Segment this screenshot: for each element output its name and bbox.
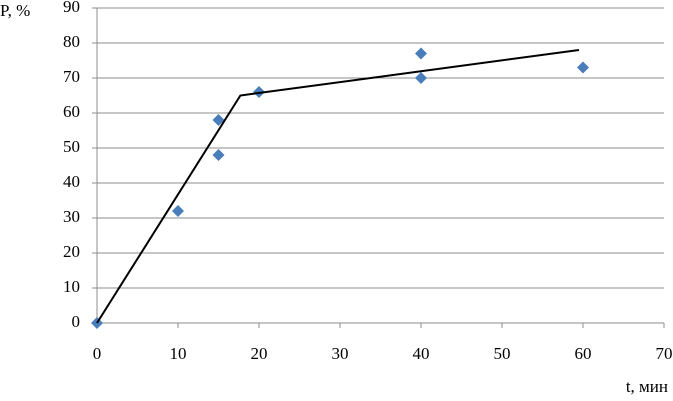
trend-line [96,49,580,324]
y-tick-label: 0 [72,312,81,331]
x-tick-label: 50 [494,344,511,363]
y-tick-label: 40 [63,172,80,191]
x-tick-label: 20 [251,344,268,363]
y-tick-label: 70 [63,67,80,86]
y-axis-label: P, % [0,1,30,20]
y-tick-label: 30 [63,207,80,226]
x-tick-label: 30 [332,344,349,363]
data-point [415,47,427,60]
data-point [212,149,225,161]
y-tick-label: 20 [63,242,80,261]
x-tick-label: 70 [656,344,673,363]
y-tick-label: 60 [63,102,80,121]
x-axis-label: t, мин [626,377,668,396]
data-point [415,72,427,84]
x-tick-label: 10 [170,344,187,363]
x-tick-label: 60 [575,344,592,363]
y-tick-label: 50 [63,137,80,156]
data-point [212,114,225,126]
data-point [172,205,184,217]
y-tick-label: 10 [63,277,80,296]
data-point [577,61,589,74]
x-tick-label: 0 [93,344,102,363]
y-tick-label: 90 [63,0,80,16]
y-tick-label: 80 [63,32,80,51]
x-tick-label: 40 [413,344,430,363]
